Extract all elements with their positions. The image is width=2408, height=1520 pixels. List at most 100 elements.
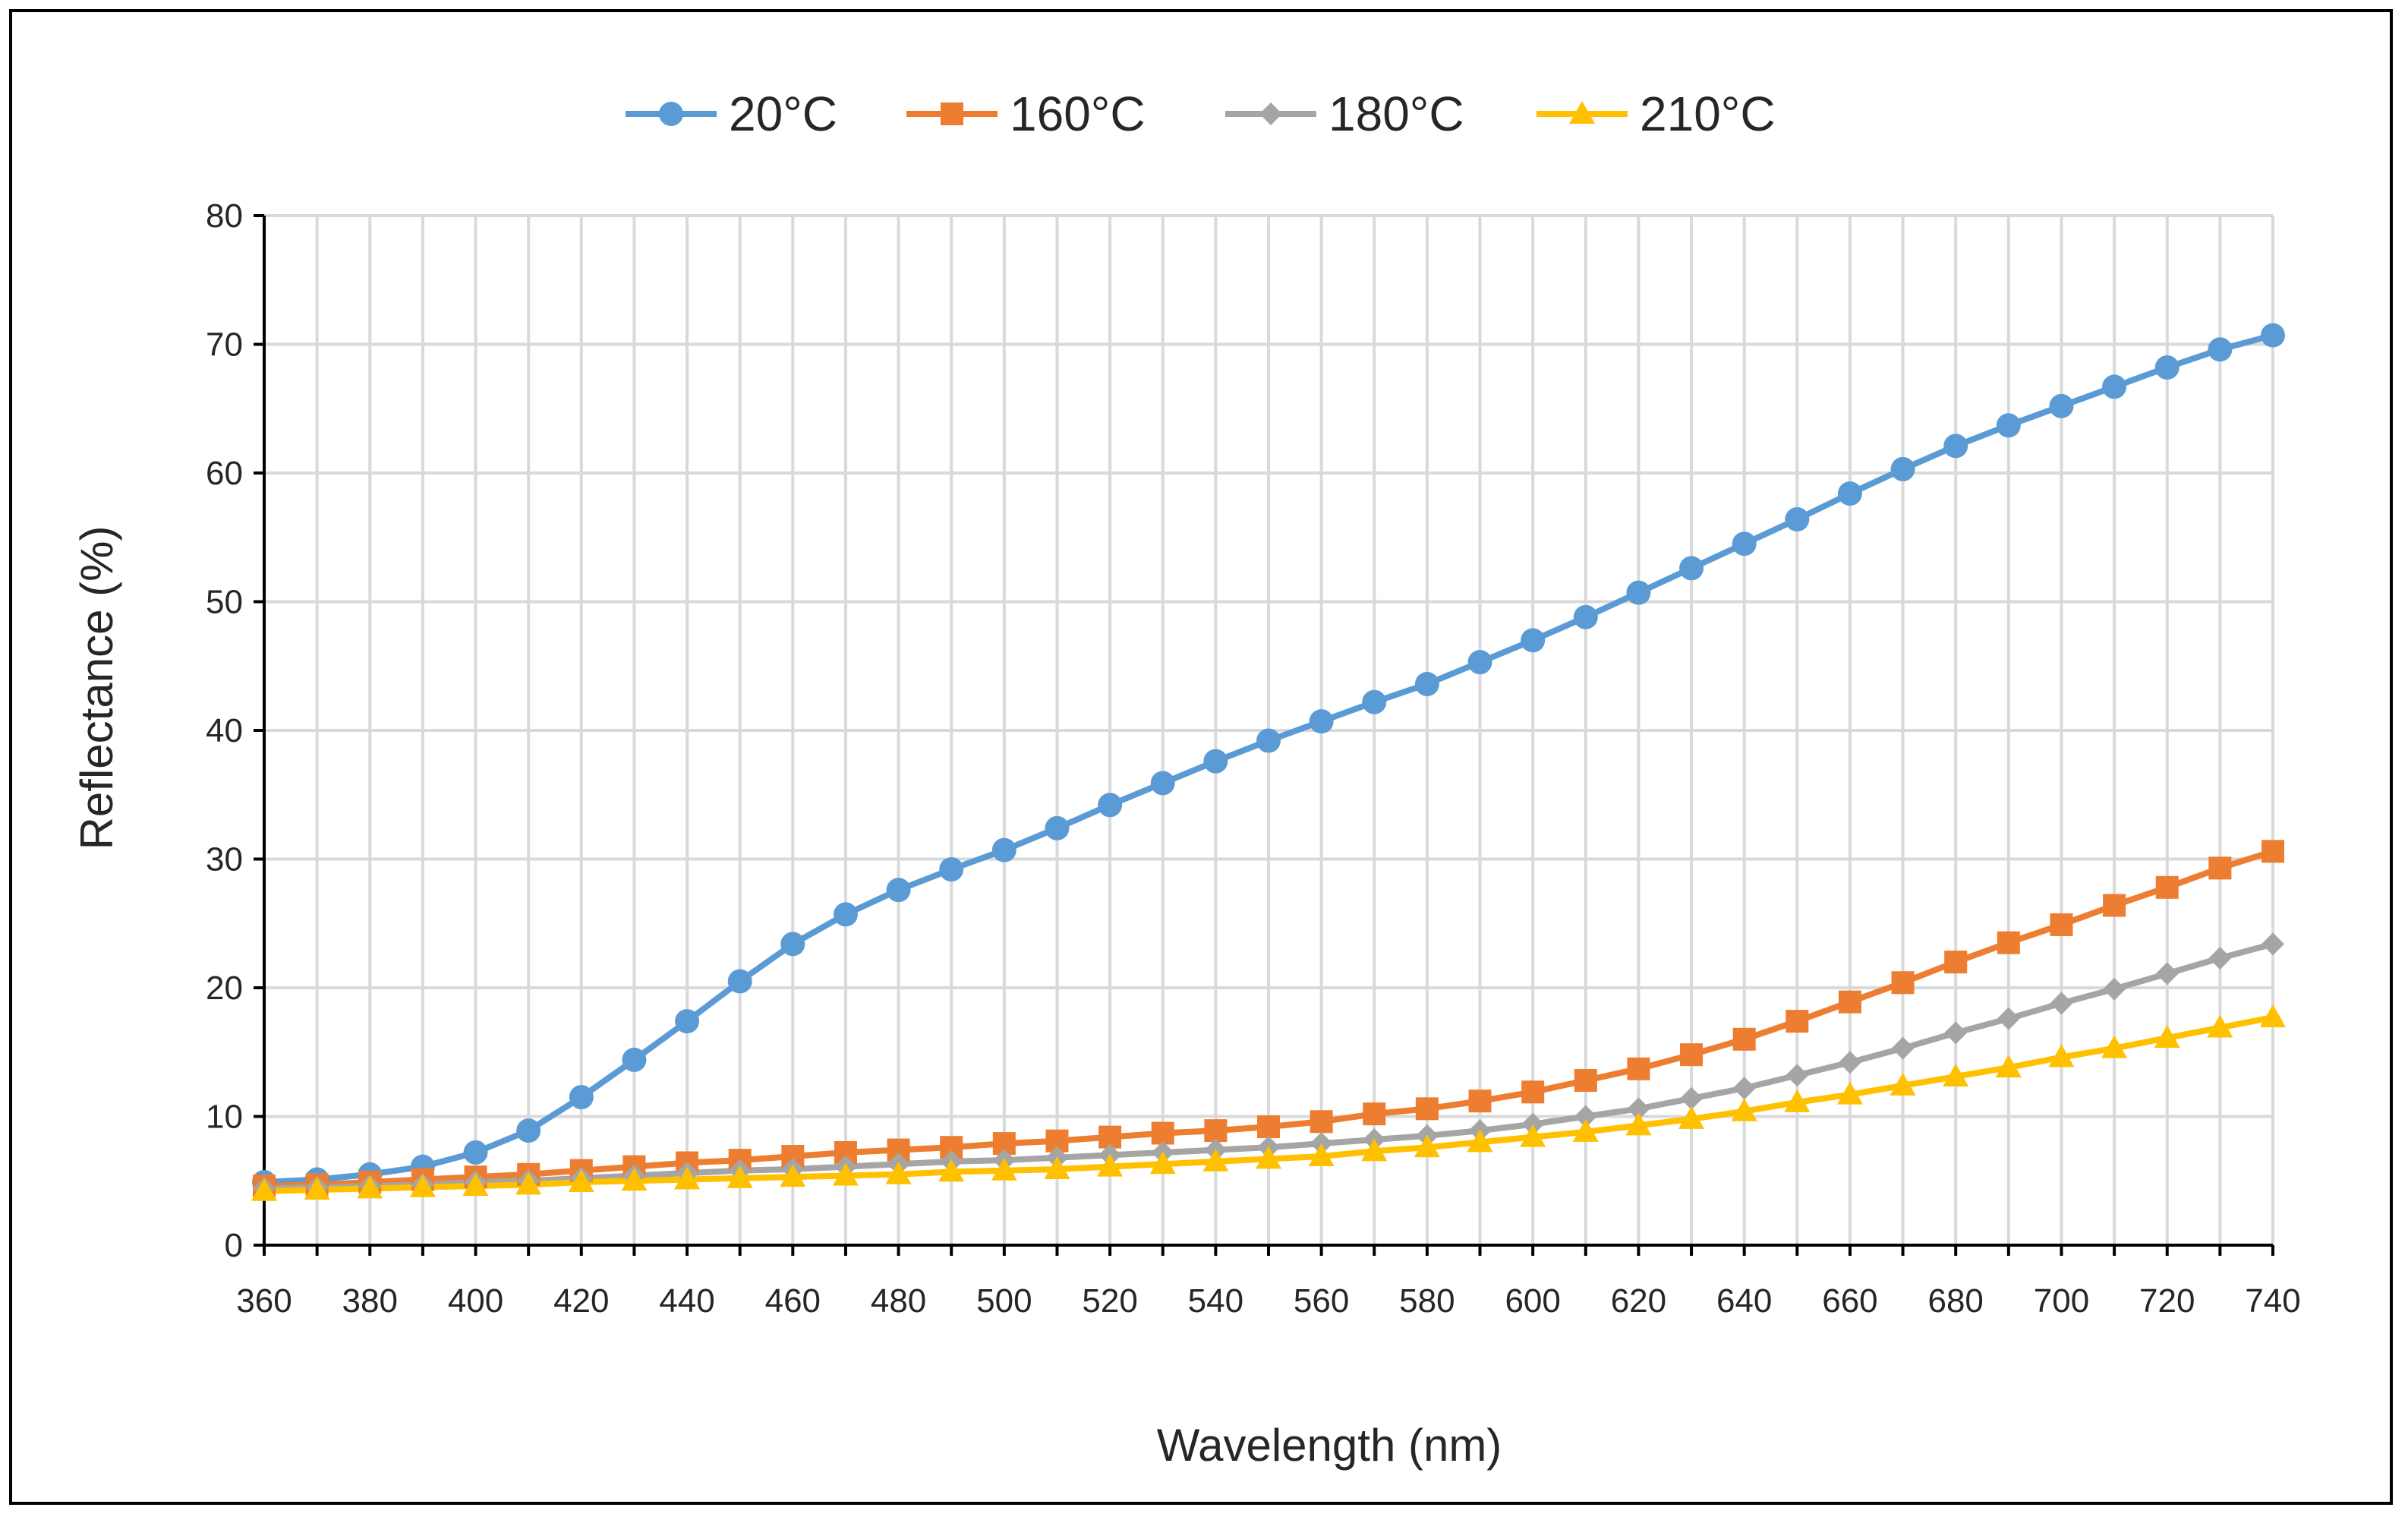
data-point-210c xyxy=(1202,1148,1229,1172)
data-point-210c xyxy=(1731,1098,1757,1121)
data-point-210c xyxy=(1836,1081,1863,1105)
data-point-160c xyxy=(2155,875,2179,899)
data-point-180c xyxy=(1627,1097,1650,1121)
data-point-20c xyxy=(569,1085,594,1110)
x-tick-label: 360 xyxy=(236,1282,292,1320)
x-axis-title: Wavelength (nm) xyxy=(1157,1420,1502,1471)
data-point-180c xyxy=(2155,962,2179,985)
data-point-210c xyxy=(1097,1153,1124,1177)
data-point-210c xyxy=(1678,1105,1705,1129)
data-point-210c xyxy=(251,1178,277,1201)
data-point-180c xyxy=(1838,1051,1861,1074)
data-point-210c xyxy=(780,1164,806,1187)
data-point-160c xyxy=(2103,894,2126,917)
data-point-20c xyxy=(1203,749,1228,774)
x-tick-label: 580 xyxy=(1399,1282,1455,1320)
data-point-20c xyxy=(516,1118,541,1143)
data-point-160c xyxy=(1151,1121,1174,1145)
data-point-210c xyxy=(1520,1124,1546,1147)
data-point-20c xyxy=(1996,413,2021,438)
data-point-210c xyxy=(2101,1035,2128,1058)
data-point-160c xyxy=(1468,1090,1492,1113)
data-point-210c xyxy=(674,1166,701,1190)
data-point-210c xyxy=(304,1177,330,1200)
data-point-180c xyxy=(2103,977,2126,1001)
data-point-210c xyxy=(832,1162,859,1186)
data-point-160c xyxy=(1574,1069,1597,1093)
legend-label: 20°C xyxy=(729,87,837,141)
data-point-20c xyxy=(1626,580,1651,605)
data-point-210c xyxy=(1414,1134,1440,1158)
data-point-210c xyxy=(1625,1112,1652,1136)
line-chart: 0 10 20 30 40 50 60 70 80 360 380 400 420 440 460 480 50… xyxy=(71,87,2301,1471)
data-point-210c xyxy=(1572,1118,1599,1142)
legend-marker xyxy=(941,102,963,125)
data-point-20c xyxy=(675,1009,700,1034)
y-tick-label: 50 xyxy=(206,584,243,621)
legend-item-160c: 160°C xyxy=(906,87,1146,141)
x-tick-label: 680 xyxy=(1927,1282,1983,1320)
data-point-210c xyxy=(515,1172,542,1195)
data-point-20c xyxy=(1150,771,1175,796)
data-point-210c xyxy=(1044,1156,1070,1179)
legend-label: 160°C xyxy=(1010,87,1146,141)
data-point-20c xyxy=(1045,815,1070,840)
data-point-180c xyxy=(1680,1086,1704,1110)
data-point-20c xyxy=(622,1047,647,1072)
data-point-20c xyxy=(1414,671,1439,696)
data-point-160c xyxy=(2261,840,2284,863)
data-point-180c xyxy=(2208,947,2232,970)
data-point-20c xyxy=(939,857,964,882)
legend-marker xyxy=(1259,102,1282,125)
data-point-210c xyxy=(1308,1143,1335,1167)
x-tick-label: 740 xyxy=(2245,1282,2300,1320)
data-point-210c xyxy=(1467,1129,1493,1153)
data-point-20c xyxy=(1837,481,1862,506)
x-tick-label: 660 xyxy=(1822,1282,1877,1320)
y-axis-title: Reflectance (%) xyxy=(71,526,122,850)
data-point-210c xyxy=(938,1159,965,1182)
chart-frame: 0 10 20 30 40 50 60 70 80 360 380 400 420 440 460 480 50… xyxy=(9,9,2393,1505)
y-tick-label: 60 xyxy=(206,455,243,492)
data-point-210c xyxy=(2260,1004,2286,1027)
data-point-20c xyxy=(1256,728,1281,753)
data-point-160c xyxy=(1363,1102,1386,1126)
data-point-20c xyxy=(2049,393,2074,418)
legend-label: 180°C xyxy=(1328,87,1464,141)
data-point-210c xyxy=(1149,1151,1176,1175)
x-tick-label: 400 xyxy=(448,1282,503,1320)
x-tick-label: 520 xyxy=(1082,1282,1137,1320)
data-point-20c xyxy=(1467,650,1492,675)
data-point-180c xyxy=(2050,992,2073,1015)
x-tick-label: 380 xyxy=(342,1282,398,1320)
x-tick-label: 460 xyxy=(765,1282,821,1320)
data-point-160c xyxy=(1891,971,1915,995)
x-tick-label: 700 xyxy=(2034,1282,2089,1320)
data-point-160c xyxy=(1838,990,1861,1014)
x-tick-label: 560 xyxy=(1294,1282,1349,1320)
data-point-20c xyxy=(1679,556,1704,581)
data-point-160c xyxy=(1310,1110,1333,1134)
x-tick-label: 640 xyxy=(1716,1282,1772,1320)
x-tick-label: 600 xyxy=(1505,1282,1560,1320)
data-point-210c xyxy=(1784,1089,1811,1112)
data-point-210c xyxy=(1890,1072,1916,1096)
data-point-160c xyxy=(1204,1119,1228,1143)
data-point-210c xyxy=(357,1175,383,1199)
legend: 20°C 160°C 180°C 210°C xyxy=(626,87,1776,141)
series-markers xyxy=(251,323,2286,1201)
data-point-20c xyxy=(1785,507,1810,532)
data-point-20c xyxy=(1732,531,1757,557)
data-point-210c xyxy=(568,1168,594,1192)
data-point-210c xyxy=(1995,1055,2022,1078)
y-tick-label: 10 xyxy=(206,1099,243,1136)
x-tick-label: 440 xyxy=(659,1282,714,1320)
data-point-20c xyxy=(1362,689,1387,714)
data-point-160c xyxy=(1521,1080,1545,1104)
data-point-210c xyxy=(2207,1014,2233,1038)
data-point-160c xyxy=(1415,1097,1439,1121)
data-point-160c xyxy=(2050,913,2073,936)
y-tick-label: 20 xyxy=(206,970,243,1007)
x-tick-label: 620 xyxy=(1611,1282,1666,1320)
data-point-180c xyxy=(1944,1021,1968,1045)
